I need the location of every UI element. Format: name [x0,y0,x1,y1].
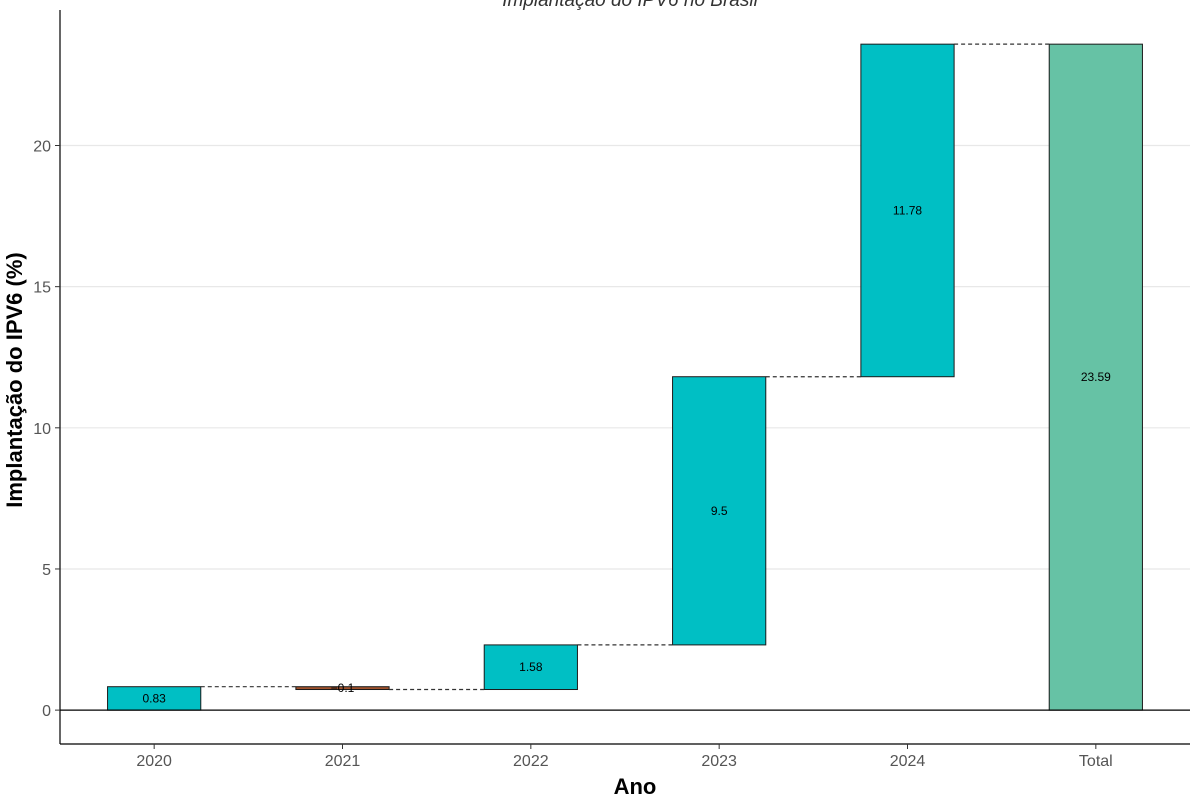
bar [483,644,578,691]
data-label: −0.1 [331,681,355,695]
x-tick-label: 2022 [513,753,549,770]
y-tick-label: 5 [42,562,51,579]
x-tick-label: Total [1079,753,1113,770]
data-label: 9.5 [711,504,728,518]
x-tick-label: 2024 [890,753,926,770]
x-axis-title: Ano [614,774,657,797]
chart-title: Implantação do IPV6 no Brasil [502,0,758,11]
bars [107,43,1143,711]
bar [860,43,955,378]
data-label: 1.58 [519,660,543,674]
y-axis-title: Implantação do IPV6 (%) [2,252,27,508]
data-label: 23.59 [1081,370,1111,384]
bar [295,686,390,691]
y-tick-label: 15 [33,280,51,297]
x-tick-label: 2021 [325,753,361,770]
data-label: 11.78 [893,203,922,217]
y-tick-label: 20 [33,139,51,156]
bar [1048,43,1143,711]
data-labels: 0.83 −0.1 1.58 9.5 11.78 23.59 [142,203,1111,705]
x-tick-label: 2020 [136,753,172,770]
y-tick-label: 10 [33,421,51,438]
connectors [200,43,1050,691]
bar [672,376,767,646]
x-tick-label: 2023 [701,753,737,770]
grid-lines [60,144,1190,570]
y-tick-label: 0 [42,703,51,720]
data-label: 0.83 [142,691,166,705]
